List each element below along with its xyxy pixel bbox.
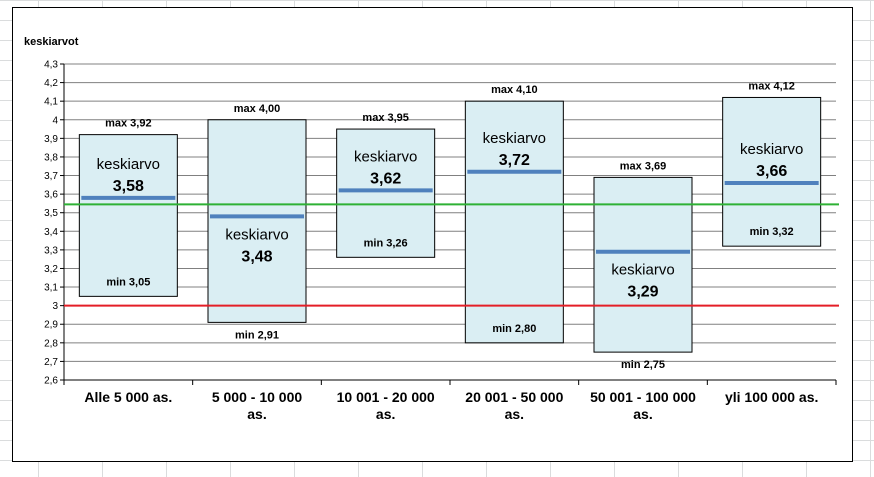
y-tick-label: 3 — [52, 301, 58, 312]
x-category-label: yli 100 000 as. — [725, 389, 818, 405]
mean-word-label: keskiarvo — [740, 141, 803, 158]
max-label: max 3,69 — [620, 160, 666, 172]
x-category-label: 20 001 - 50 000 — [465, 389, 563, 405]
max-label: max 4,10 — [491, 84, 537, 96]
max-label: max 3,92 — [105, 118, 151, 130]
mean-value-label: 3,29 — [627, 284, 658, 301]
y-tick-label: 2,7 — [44, 357, 58, 368]
mean-value-label: 3,72 — [499, 152, 530, 169]
chart-frame: keskiarvot 2,6 2,7 2,8 2,9 3 3,1 3,2 3,3 3,4 3,5 3… — [12, 7, 853, 462]
y-tick-label: 2,6 — [44, 376, 58, 387]
y-tick-label: 2,9 — [44, 320, 58, 331]
max-label: max 4,12 — [748, 80, 794, 92]
range-box — [593, 176, 693, 353]
range-box — [207, 119, 307, 323]
y-tick-label: 3,2 — [44, 264, 58, 275]
y-tick-label: 4 — [52, 115, 58, 126]
mean-value-label: 3,66 — [756, 163, 787, 180]
y-tick-label: 3,8 — [44, 152, 58, 163]
mean-word-label: keskiarvo — [225, 226, 288, 243]
y-tick-label: 3,6 — [44, 190, 58, 201]
range-box — [336, 128, 436, 258]
max-label: max 3,95 — [362, 112, 408, 124]
mean-word-label: keskiarvo — [483, 130, 546, 147]
x-category-label: 5 000 - 10 000 — [212, 389, 303, 405]
min-label: min 2,75 — [621, 359, 665, 371]
min-label: min 2,91 — [235, 329, 279, 341]
range-box — [722, 96, 822, 247]
y-axis-label: keskiarvot — [24, 36, 79, 48]
min-label: min 3,05 — [106, 276, 150, 288]
mean-word-label: keskiarvo — [354, 148, 417, 165]
y-tick-label: 2,8 — [44, 338, 58, 349]
min-label: min 3,26 — [364, 237, 408, 249]
mean-word-label: keskiarvo — [611, 262, 674, 279]
y-tick-label: 4,2 — [44, 78, 58, 89]
x-category-label: 50 001 - 100 000 — [590, 389, 696, 405]
min-label: min 3,32 — [750, 226, 794, 238]
mean-word-label: keskiarvo — [97, 156, 160, 173]
y-tick-label: 4,1 — [44, 97, 58, 108]
y-tick-label: 3,5 — [44, 208, 58, 219]
mean-value-label: 3,58 — [113, 178, 144, 195]
y-tick-label: 3,1 — [44, 283, 58, 294]
range-box — [78, 134, 178, 297]
y-tick-label: 3,3 — [44, 245, 58, 256]
mean-value-label: 3,62 — [370, 170, 401, 187]
x-category-label: as. — [633, 406, 652, 422]
y-tick-label: 4,3 — [44, 60, 58, 71]
range-box — [464, 100, 564, 344]
x-category-label: as. — [376, 406, 395, 422]
x-category-label: 10 001 - 20 000 — [337, 389, 435, 405]
y-tick-label: 3,9 — [44, 134, 58, 145]
max-label: max 4,00 — [234, 103, 280, 115]
min-label: min 2,80 — [492, 323, 536, 335]
mean-value-label: 3,48 — [241, 248, 272, 265]
boxplot-chart: keskiarvot 2,6 2,7 2,8 2,9 3 3,1 3,2 3,3 3,4 3,5 3… — [24, 36, 839, 422]
y-tick-label: 3,7 — [44, 171, 58, 182]
x-category-label: Alle 5 000 as. — [84, 389, 172, 405]
x-category-label: as. — [247, 406, 266, 422]
y-tick-label: 3,4 — [44, 227, 58, 238]
x-category-label: as. — [505, 406, 524, 422]
